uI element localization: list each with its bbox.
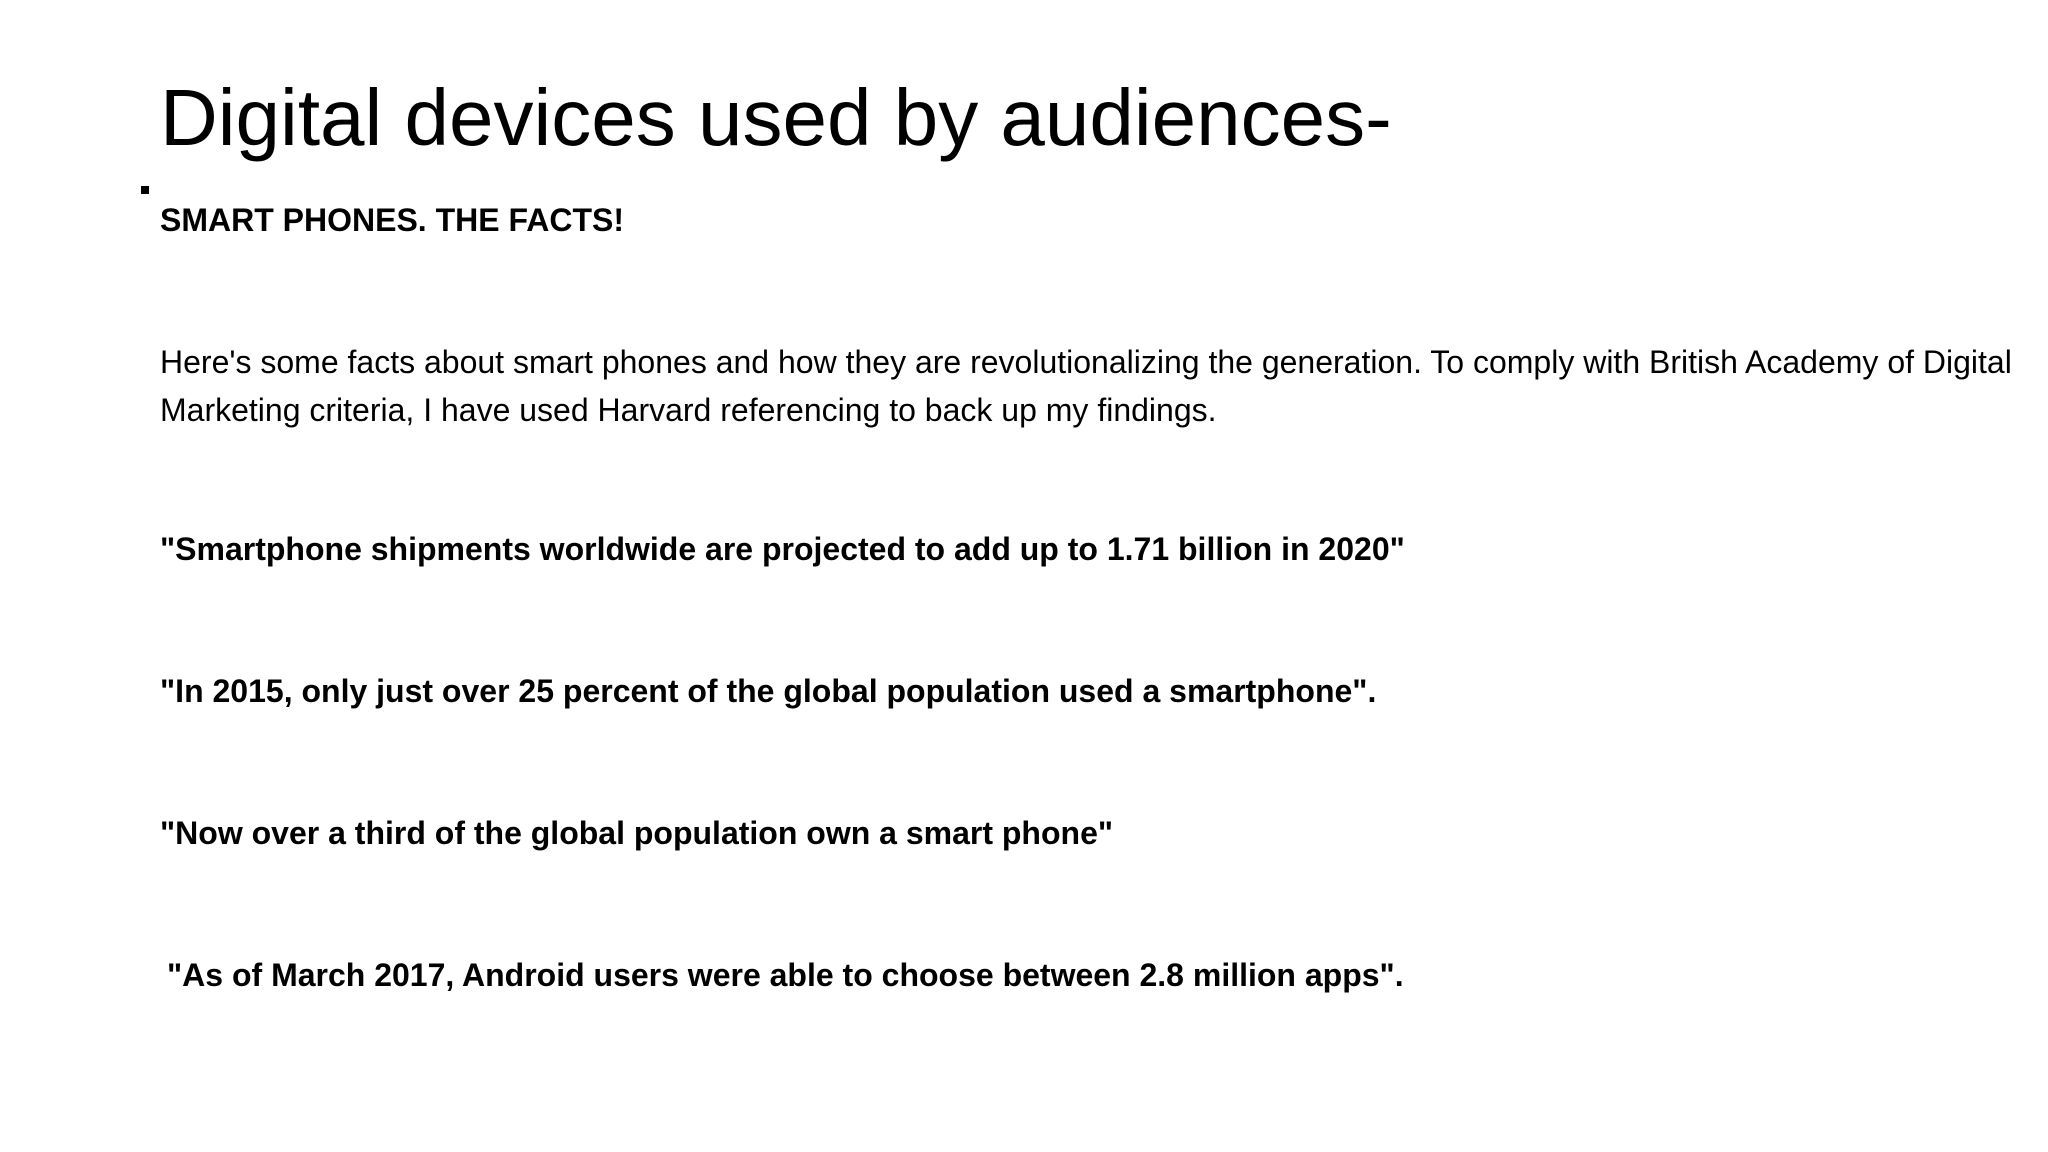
fact-2015-usage: "In 2015, only just over 25 percent of t… — [160, 673, 1377, 709]
intro-paragraph: Here's some facts about smart phones and… — [160, 344, 2012, 428]
slide-title: Digital devices used by audiences- — [160, 73, 1392, 162]
fact-android-apps: "As of March 2017, Android users were ab… — [167, 957, 1404, 993]
fact-shipments: "Smartphone shipments worldwide are proj… — [160, 531, 1405, 567]
fact-ownership: "Now over a third of the global populati… — [160, 815, 1114, 851]
slide-subheading: SMART PHONES. THE FACTS! — [160, 202, 625, 238]
bullet-marker — [141, 186, 149, 194]
